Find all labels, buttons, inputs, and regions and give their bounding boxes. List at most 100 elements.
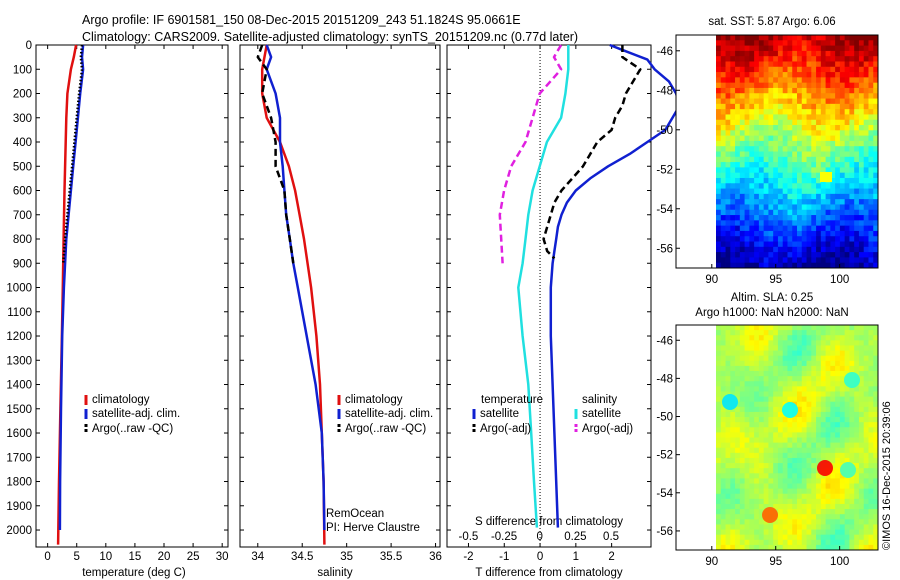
sla-map-cell	[735, 478, 741, 484]
sla-map-cell	[735, 539, 741, 546]
sst-map-cell	[716, 199, 722, 205]
sst-map-cell	[720, 146, 726, 152]
sla-map-cell	[825, 345, 831, 351]
header-line-1: Argo profile: IF 6901581_150 08-Dec-2015…	[82, 13, 521, 27]
sla-map-cell	[768, 468, 774, 474]
sla-map-cell	[730, 335, 736, 341]
sla-map-cell	[820, 345, 826, 351]
sla-map-cell	[820, 442, 826, 449]
sla-map-cell	[844, 539, 850, 546]
sst-map-cell	[820, 193, 826, 200]
sla-map-cell	[858, 345, 865, 351]
sla-map-cell	[854, 503, 860, 510]
sla-map-cell	[801, 355, 807, 362]
sla-map-cell	[806, 401, 812, 408]
sst-map-cell	[768, 209, 774, 216]
sla-map-cell	[816, 503, 822, 510]
sst-map-cell	[820, 98, 826, 105]
sst-map-cell	[849, 188, 855, 195]
sla-map-cell	[858, 360, 865, 367]
sla-map-cell	[739, 335, 745, 341]
sst-map-cell	[868, 230, 874, 237]
sst-map-cell	[773, 125, 779, 131]
sst-map-cell	[787, 225, 793, 232]
sla-map-cell	[735, 468, 741, 474]
sla-map-cell	[777, 396, 784, 403]
sst-map-cell	[839, 56, 846, 62]
sla-map-cell	[730, 350, 736, 357]
sla-map-cell	[801, 396, 807, 403]
sst-map-cell	[777, 262, 784, 269]
sst-map-cell	[863, 177, 869, 184]
sla-map-cell	[787, 345, 793, 351]
sla-map-cell	[868, 539, 874, 546]
sst-map-cell	[854, 35, 860, 41]
sla-map-cell	[716, 376, 722, 382]
sla-map-cell	[835, 345, 841, 351]
sst-map-cell	[739, 204, 745, 211]
sst-map-cell	[720, 262, 726, 269]
sla-map-cell	[787, 371, 793, 377]
sla-map-cell	[801, 478, 807, 484]
sla-map-cell	[873, 340, 879, 346]
sst-map-cell	[868, 236, 874, 242]
sla-map-cell	[725, 345, 731, 351]
sla-map-cell	[806, 355, 812, 362]
sst-map-cell	[716, 135, 722, 142]
sla-map-cell	[716, 463, 722, 469]
sst-map-cell	[811, 220, 817, 227]
sst-map-cell	[835, 93, 841, 99]
sst-map-cell	[730, 246, 736, 253]
sla-map-cell	[744, 386, 750, 392]
sla-map-cell	[858, 422, 865, 428]
sst-map-cell	[782, 204, 788, 211]
sst-map-cell	[844, 236, 850, 242]
sla-map-cell	[782, 452, 788, 459]
sla-map-cell	[777, 442, 784, 449]
sst-map-cell	[873, 209, 879, 216]
sla-map-cell	[820, 524, 826, 530]
sst-map-cell	[735, 167, 741, 174]
sla-map-cell	[868, 340, 874, 346]
sst-map-cell	[830, 119, 836, 126]
sst-map-cell	[858, 188, 865, 195]
sla-map-cell	[849, 437, 855, 444]
sla-map-cell	[749, 509, 755, 515]
sst-map-cell	[801, 72, 807, 78]
sst-map-cell	[849, 156, 855, 163]
sst-map-cell	[868, 193, 874, 200]
sst-map-cell	[806, 82, 812, 89]
sst-map-cell	[754, 56, 760, 62]
sla-map-cell	[797, 457, 803, 464]
sla-map-cell	[825, 442, 831, 449]
sst-map-ytick-label: -56	[656, 243, 673, 255]
sla-map-cell	[720, 509, 726, 515]
sst-map-cell	[773, 72, 779, 78]
sst-map-cell	[830, 257, 836, 264]
sla-map-cell	[777, 539, 784, 546]
sst-map-cell	[735, 252, 741, 258]
sla-map-cell	[816, 473, 822, 479]
sla-map-cell	[773, 340, 779, 346]
header-line-2: Climatology: CARS2009. Satellite-adjuste…	[82, 30, 579, 44]
temperature-ytick-label: 600	[13, 186, 32, 198]
sst-map-cell	[739, 109, 745, 115]
sla-map-cell	[754, 447, 760, 454]
sst-map-xtick-label: 90	[705, 274, 718, 286]
sst-map-cell	[730, 135, 736, 142]
sst-map-cell	[725, 82, 731, 89]
sla-map-cell	[806, 478, 812, 484]
sla-map-cell	[854, 488, 860, 495]
sst-map-cell	[820, 114, 826, 121]
sla-map-cell	[777, 514, 784, 520]
sla-map-cell	[863, 365, 869, 372]
sla-map-cell	[873, 422, 879, 428]
sla-map-cell	[811, 483, 817, 490]
sla-map-cell	[792, 452, 798, 459]
sla-map-cell	[839, 396, 846, 403]
sst-map-cell	[873, 119, 879, 126]
sla-map-cell	[739, 417, 745, 423]
sst-map-cell	[844, 188, 850, 195]
sst-map-cell	[782, 156, 788, 163]
sla-map-cell	[858, 350, 865, 357]
